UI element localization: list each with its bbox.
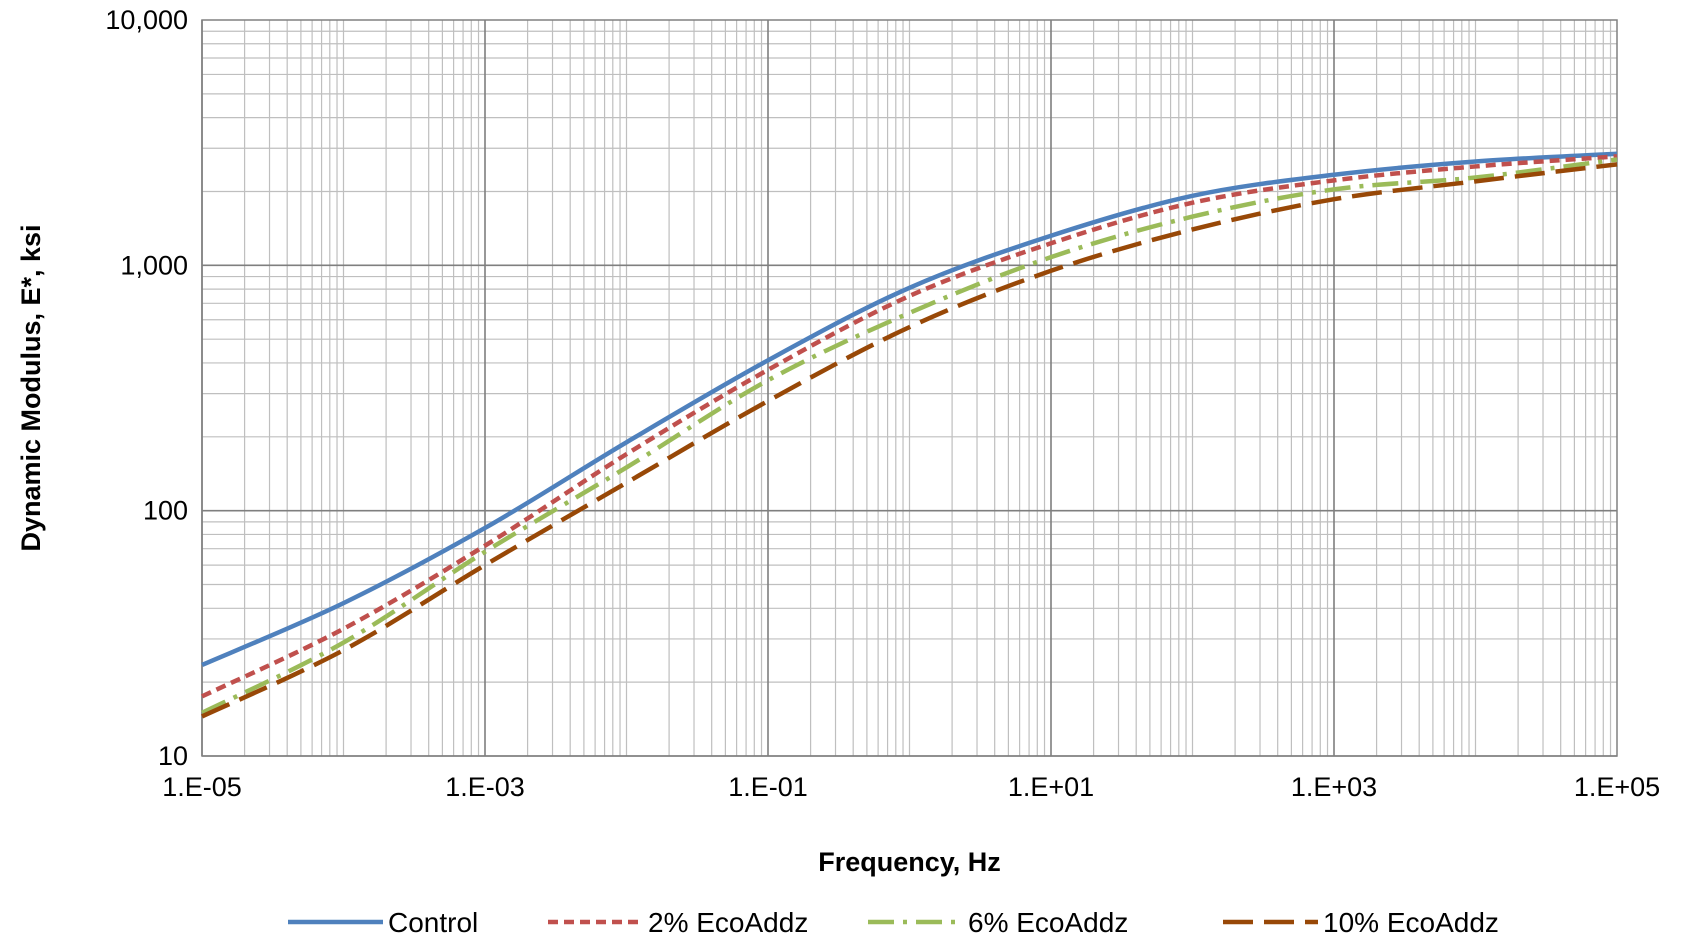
minor-gridlines	[202, 20, 1617, 756]
x-axis-title: Frequency, Hz	[818, 847, 1001, 877]
y-tick-label: 10,000	[105, 5, 188, 35]
legend-label-1: 2% EcoAddz	[648, 907, 808, 937]
y-tick-label: 100	[143, 496, 188, 526]
legend-label-3: 10% EcoAddz	[1323, 907, 1499, 937]
series-line-1	[201, 154, 1618, 699]
y-tick-label: 10	[158, 741, 188, 771]
y-axis-tick-labels: 10 100 1,000 10,000	[105, 5, 188, 771]
x-tick-label: 1.E+03	[1291, 772, 1377, 802]
y-axis-title: Dynamic Modulus, E*, ksi	[16, 224, 46, 551]
y-tick-label: 1,000	[120, 250, 188, 280]
legend-label-0: Control	[388, 907, 478, 937]
series-line-0	[201, 151, 1618, 668]
x-tick-label: 1.E-05	[162, 772, 242, 802]
x-tick-label: 1.E-03	[445, 772, 525, 802]
x-tick-label: 1.E+01	[1008, 772, 1094, 802]
series-line-2	[200, 157, 1618, 715]
x-tick-label: 1.E-01	[728, 772, 808, 802]
legend-label-2: 6% EcoAddz	[968, 907, 1128, 937]
x-axis-tick-labels: 1.E-05 1.E-03 1.E-01 1.E+01 1.E+03 1.E+05	[162, 772, 1660, 802]
plot-area-frame	[201, 19, 1618, 757]
chart-legend: Control 2% EcoAddz 6% EcoAddz 10% EcoAddz	[288, 907, 1499, 937]
series-lines	[200, 151, 1618, 719]
x-tick-label: 1.E+05	[1574, 772, 1660, 802]
series-line-3	[201, 162, 1618, 719]
